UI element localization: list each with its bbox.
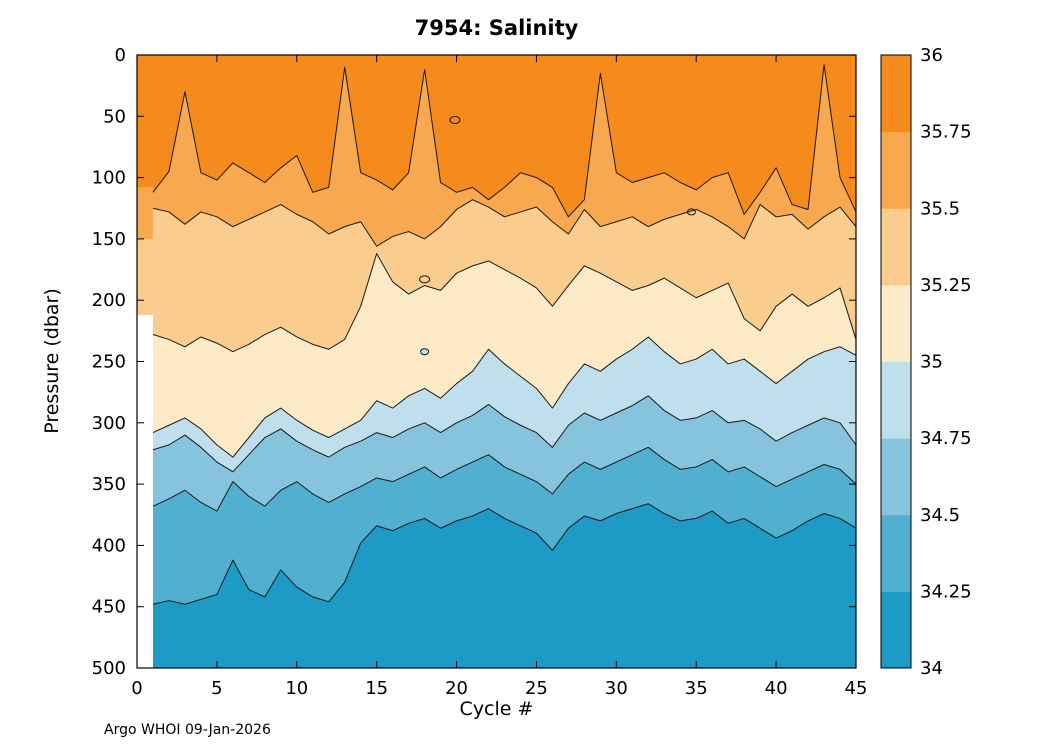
x-tick-label: 35 [685,678,708,699]
x-axis-label: Cycle # [459,698,534,720]
contour-line [152,336,857,458]
contour-band [152,447,856,605]
colorbar [880,54,912,669]
x-tick-label: 15 [365,678,388,699]
colorbar-tick-label: 35.25 [920,275,972,296]
contour-line [152,503,857,605]
x-tick-label: 10 [285,678,308,699]
colorbar-tick-label: 35.75 [920,122,972,143]
colorbar-segment [881,55,911,133]
x-tick-label: 30 [605,678,628,699]
colorbar-tick-label: 35.5 [920,198,960,219]
contour-island [419,275,431,284]
contour-line [152,446,857,512]
y-tick-label: 150 [92,229,126,250]
x-tick-label: 40 [765,678,788,699]
contour-band [152,336,856,472]
colorbar-segment [881,131,911,209]
footer-credit: Argo WHOI 09-Jan-2026 [104,722,271,738]
contour-band [152,503,856,668]
left-strip-band [137,187,153,239]
y-tick-label: 450 [92,597,126,618]
x-tick-label: 20 [445,678,468,699]
contour-line [152,64,857,218]
colorbar-segment [881,438,911,516]
colorbar-segment [881,514,911,592]
y-tick-label: 50 [103,106,126,127]
contour-island [686,208,696,216]
y-tick-label: 400 [92,535,126,556]
y-tick-label: 200 [92,290,126,311]
contour-band [152,395,856,512]
x-tick-label: 0 [131,678,142,699]
contour-island [449,115,461,124]
y-tick-label: 350 [92,474,126,495]
y-tick-label: 250 [92,352,126,373]
y-tick-label: 500 [92,658,126,679]
contour-band [152,199,856,352]
contour-line [152,199,857,247]
y-tick-label: 100 [92,168,126,189]
contour-island [420,348,430,356]
contour-band [152,64,856,247]
chart-title: 7954: Salinity [414,16,579,40]
contour-band [152,55,856,217]
contour-band [152,253,856,458]
colorbar-tick-label: 34.5 [920,505,960,526]
contour-line [152,395,857,473]
colorbar-segment [881,591,911,669]
colorbar-tick-label: 34 [920,658,943,679]
y-tick-label: 300 [92,413,126,434]
left-strip-band [137,238,153,315]
colorbar-tick-label: 34.25 [920,581,972,602]
colorbar-tick-label: 35 [920,352,943,373]
colorbar-segment [881,284,911,362]
contour-line [152,253,857,353]
y-tick-label: 0 [115,45,126,66]
x-tick-label: 25 [525,678,548,699]
y-axis-label: Pressure (dbar) [41,288,63,434]
left-strip-band [137,55,153,188]
colorbar-segment [881,208,911,286]
colorbar-tick-label: 36 [920,45,943,66]
x-tick-label: 45 [845,678,868,699]
colorbar-segment [881,361,911,439]
colorbar-tick-label: 34.75 [920,428,972,449]
x-tick-label: 5 [211,678,222,699]
